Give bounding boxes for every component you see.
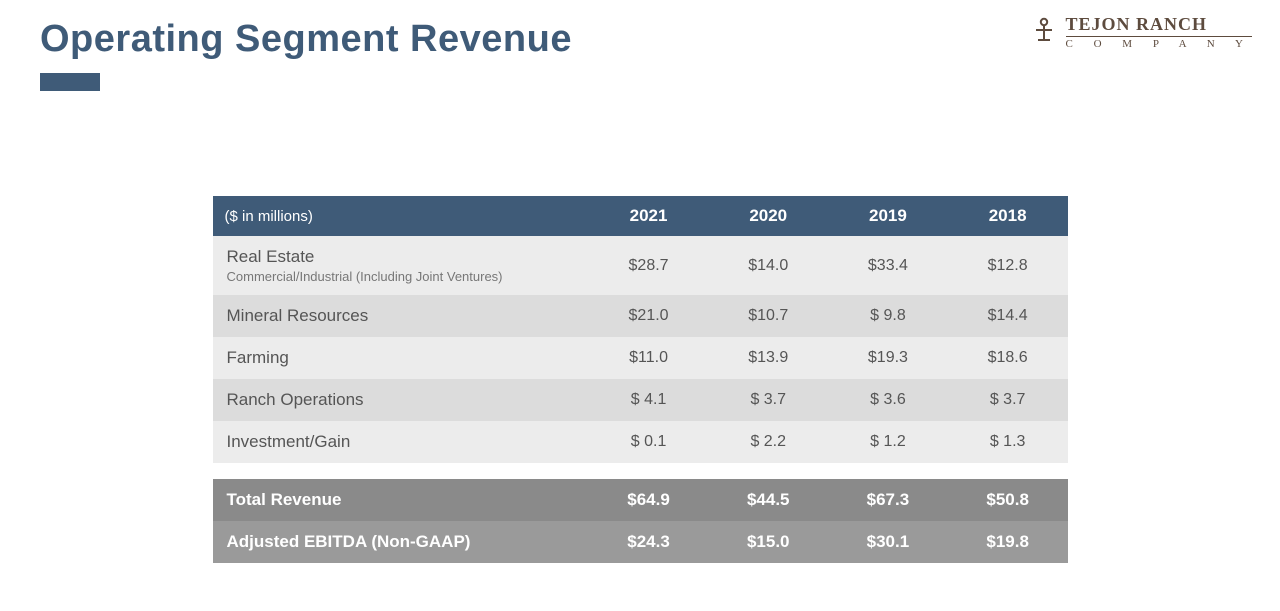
revenue-table: ($ in millions) 2021 2020 2019 2018 Real… bbox=[213, 196, 1068, 563]
summary-value: $50.8 bbox=[948, 479, 1068, 521]
summary-value: $44.5 bbox=[708, 479, 828, 521]
slide-header: Operating Segment Revenue TEJON RANCH C … bbox=[0, 0, 1280, 91]
cell-value: $14.0 bbox=[708, 236, 828, 295]
cell-value: $ 1.3 bbox=[948, 421, 1068, 463]
row-label-sub: Commercial/Industrial (Including Joint V… bbox=[227, 269, 575, 284]
revenue-table-container: ($ in millions) 2021 2020 2019 2018 Real… bbox=[213, 196, 1068, 563]
summary-row: Total Revenue $64.9 $44.5 $67.3 $50.8 bbox=[213, 479, 1068, 521]
cell-value: $14.4 bbox=[948, 295, 1068, 337]
summary-value: $64.9 bbox=[589, 479, 709, 521]
year-header: 2019 bbox=[828, 196, 948, 236]
summary-row: Adjusted EBITDA (Non-GAAP) $24.3 $15.0 $… bbox=[213, 521, 1068, 563]
table-spacer bbox=[213, 463, 1068, 479]
summary-value: $15.0 bbox=[708, 521, 828, 563]
cell-value: $ 9.8 bbox=[828, 295, 948, 337]
summary-value: $24.3 bbox=[589, 521, 709, 563]
cell-value: $33.4 bbox=[828, 236, 948, 295]
table-header-row: ($ in millions) 2021 2020 2019 2018 bbox=[213, 196, 1068, 236]
cell-value: $ 1.2 bbox=[828, 421, 948, 463]
cell-value: $ 2.2 bbox=[708, 421, 828, 463]
title-accent bbox=[40, 73, 100, 91]
table-row: Mineral Resources $21.0 $10.7 $ 9.8 $14.… bbox=[213, 295, 1068, 337]
cell-value: $ 3.7 bbox=[948, 379, 1068, 421]
year-header: 2018 bbox=[948, 196, 1068, 236]
year-header: 2020 bbox=[708, 196, 828, 236]
cell-value: $ 0.1 bbox=[589, 421, 709, 463]
logo-main-text: TEJON RANCH bbox=[1066, 14, 1252, 37]
logo-icon bbox=[1032, 16, 1056, 48]
cell-value: $10.7 bbox=[708, 295, 828, 337]
cell-value: $21.0 bbox=[589, 295, 709, 337]
cell-value: $11.0 bbox=[589, 337, 709, 379]
cell-value: $12.8 bbox=[948, 236, 1068, 295]
row-label: Mineral Resources bbox=[213, 295, 589, 337]
year-header: 2021 bbox=[589, 196, 709, 236]
cell-value: $ 3.7 bbox=[708, 379, 828, 421]
table-row: Investment/Gain $ 0.1 $ 2.2 $ 1.2 $ 1.3 bbox=[213, 421, 1068, 463]
row-label: Farming bbox=[213, 337, 589, 379]
cell-value: $18.6 bbox=[948, 337, 1068, 379]
logo-text: TEJON RANCH C O M P A N Y bbox=[1066, 14, 1252, 50]
summary-value: $19.8 bbox=[948, 521, 1068, 563]
cell-value: $13.9 bbox=[708, 337, 828, 379]
row-label: Investment/Gain bbox=[213, 421, 589, 463]
summary-label: Total Revenue bbox=[213, 479, 589, 521]
row-label: Ranch Operations bbox=[213, 379, 589, 421]
cell-value: $19.3 bbox=[828, 337, 948, 379]
logo-sub-text: C O M P A N Y bbox=[1066, 38, 1252, 50]
company-logo: TEJON RANCH C O M P A N Y bbox=[1032, 14, 1252, 50]
cell-value: $ 3.6 bbox=[828, 379, 948, 421]
table-row: Real Estate Commercial/Industrial (Inclu… bbox=[213, 236, 1068, 295]
row-label: Real Estate Commercial/Industrial (Inclu… bbox=[213, 236, 589, 295]
table-row: Farming $11.0 $13.9 $19.3 $18.6 bbox=[213, 337, 1068, 379]
cell-value: $28.7 bbox=[589, 236, 709, 295]
table-row: Ranch Operations $ 4.1 $ 3.7 $ 3.6 $ 3.7 bbox=[213, 379, 1068, 421]
summary-value: $30.1 bbox=[828, 521, 948, 563]
cell-value: $ 4.1 bbox=[589, 379, 709, 421]
unit-label: ($ in millions) bbox=[213, 196, 589, 236]
summary-value: $67.3 bbox=[828, 479, 948, 521]
row-label-main: Real Estate bbox=[227, 247, 315, 266]
summary-label: Adjusted EBITDA (Non-GAAP) bbox=[213, 521, 589, 563]
